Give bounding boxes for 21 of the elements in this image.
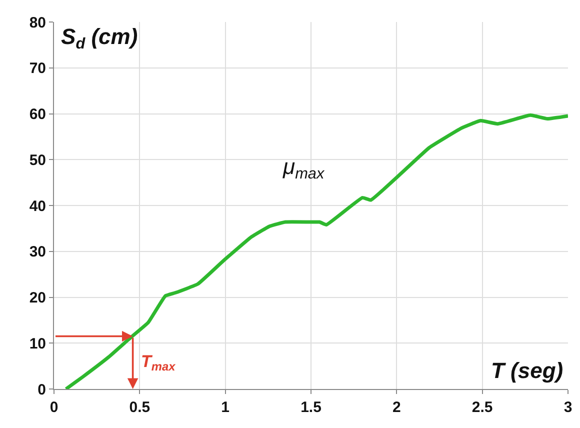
y-tick-label: 70 xyxy=(29,60,46,78)
y-tick-label: 60 xyxy=(29,106,46,123)
y-tick-label: 80 xyxy=(29,14,46,32)
y-tick-label: 10 xyxy=(29,335,46,352)
y-axis-title: S$_{d}$ (cm) xyxy=(61,24,138,53)
x-tick-label: 0 xyxy=(50,399,58,416)
y-tick-label: 20 xyxy=(29,290,46,306)
annotation: μ$_{max}$ xyxy=(282,154,326,183)
y-tick-label: 0 xyxy=(38,381,46,398)
x-tick-label: 3 xyxy=(564,399,572,416)
annotation: T$_{max}$ xyxy=(141,352,177,374)
y-tick-label: 30 xyxy=(29,244,46,261)
x-tick-label: 2.5 xyxy=(472,399,493,416)
y-tick-label: 50 xyxy=(29,152,46,169)
y-tick-label: 40 xyxy=(29,198,46,215)
x-tick-label: 2 xyxy=(392,399,401,416)
x-tick-label: 1.5 xyxy=(300,399,322,416)
x-tick-label: 1 xyxy=(221,399,230,416)
x-tick-label: 0.5 xyxy=(129,399,150,416)
x-axis-title: T (seg) xyxy=(491,358,564,383)
line-series xyxy=(64,113,568,389)
